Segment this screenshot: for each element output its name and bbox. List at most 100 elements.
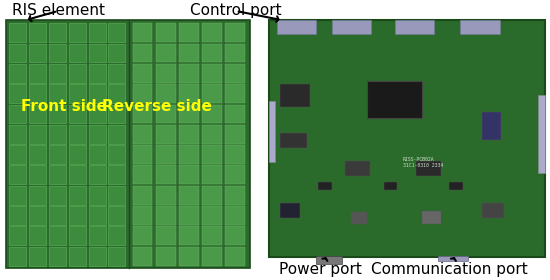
FancyBboxPatch shape	[351, 213, 367, 224]
FancyBboxPatch shape	[226, 104, 245, 123]
FancyBboxPatch shape	[438, 256, 469, 261]
FancyBboxPatch shape	[202, 44, 222, 62]
FancyBboxPatch shape	[49, 165, 66, 185]
FancyBboxPatch shape	[202, 247, 222, 266]
FancyBboxPatch shape	[156, 206, 175, 225]
FancyBboxPatch shape	[156, 23, 175, 42]
FancyBboxPatch shape	[49, 186, 66, 205]
FancyBboxPatch shape	[89, 125, 106, 144]
FancyBboxPatch shape	[108, 206, 125, 225]
FancyBboxPatch shape	[156, 84, 175, 103]
FancyBboxPatch shape	[89, 84, 106, 103]
FancyBboxPatch shape	[133, 23, 152, 42]
FancyBboxPatch shape	[9, 104, 26, 123]
FancyBboxPatch shape	[69, 186, 86, 205]
FancyBboxPatch shape	[6, 20, 250, 268]
FancyBboxPatch shape	[277, 20, 316, 34]
FancyBboxPatch shape	[367, 81, 422, 118]
FancyBboxPatch shape	[345, 161, 370, 176]
FancyBboxPatch shape	[49, 64, 66, 83]
FancyBboxPatch shape	[49, 125, 66, 144]
FancyBboxPatch shape	[133, 145, 152, 164]
FancyBboxPatch shape	[29, 186, 46, 205]
FancyBboxPatch shape	[9, 227, 26, 245]
Text: Communication port: Communication port	[371, 258, 527, 277]
FancyBboxPatch shape	[133, 247, 152, 266]
FancyBboxPatch shape	[69, 227, 86, 245]
FancyBboxPatch shape	[49, 84, 66, 103]
FancyBboxPatch shape	[29, 165, 46, 185]
FancyBboxPatch shape	[9, 186, 26, 205]
FancyBboxPatch shape	[179, 64, 199, 83]
FancyBboxPatch shape	[179, 104, 199, 123]
FancyBboxPatch shape	[108, 186, 125, 205]
FancyBboxPatch shape	[89, 145, 106, 164]
FancyBboxPatch shape	[156, 186, 175, 205]
FancyBboxPatch shape	[69, 84, 86, 103]
FancyBboxPatch shape	[202, 104, 222, 123]
FancyBboxPatch shape	[460, 20, 499, 34]
FancyBboxPatch shape	[538, 95, 545, 173]
FancyBboxPatch shape	[156, 125, 175, 144]
FancyBboxPatch shape	[179, 165, 199, 185]
FancyBboxPatch shape	[226, 84, 245, 103]
FancyBboxPatch shape	[226, 227, 245, 245]
FancyBboxPatch shape	[29, 104, 46, 123]
FancyBboxPatch shape	[49, 247, 66, 266]
FancyBboxPatch shape	[133, 206, 152, 225]
FancyBboxPatch shape	[108, 64, 125, 83]
FancyBboxPatch shape	[226, 125, 245, 144]
FancyBboxPatch shape	[29, 125, 46, 144]
FancyBboxPatch shape	[179, 186, 199, 205]
FancyBboxPatch shape	[69, 165, 86, 185]
FancyBboxPatch shape	[226, 186, 245, 205]
FancyBboxPatch shape	[279, 203, 300, 218]
FancyBboxPatch shape	[449, 182, 463, 190]
FancyBboxPatch shape	[226, 23, 245, 42]
FancyBboxPatch shape	[89, 227, 106, 245]
FancyBboxPatch shape	[156, 44, 175, 62]
FancyBboxPatch shape	[316, 256, 342, 264]
FancyBboxPatch shape	[89, 165, 106, 185]
FancyBboxPatch shape	[49, 104, 66, 123]
FancyBboxPatch shape	[279, 84, 310, 107]
FancyBboxPatch shape	[133, 44, 152, 62]
FancyBboxPatch shape	[179, 84, 199, 103]
FancyBboxPatch shape	[226, 165, 245, 185]
FancyBboxPatch shape	[29, 44, 46, 62]
FancyBboxPatch shape	[69, 125, 86, 144]
FancyBboxPatch shape	[156, 165, 175, 185]
FancyBboxPatch shape	[69, 104, 86, 123]
FancyBboxPatch shape	[179, 125, 199, 144]
FancyBboxPatch shape	[89, 206, 106, 225]
FancyBboxPatch shape	[133, 227, 152, 245]
Text: Control port: Control port	[190, 3, 282, 22]
Text: Reverse side: Reverse side	[102, 99, 212, 114]
FancyBboxPatch shape	[202, 23, 222, 42]
FancyBboxPatch shape	[416, 161, 441, 176]
FancyBboxPatch shape	[108, 145, 125, 164]
FancyBboxPatch shape	[226, 44, 245, 62]
FancyBboxPatch shape	[9, 206, 26, 225]
FancyBboxPatch shape	[156, 104, 175, 123]
FancyBboxPatch shape	[133, 64, 152, 83]
FancyBboxPatch shape	[49, 227, 66, 245]
Text: RISS-PCB02A
31C1-0310 2334: RISS-PCB02A 31C1-0310 2334	[403, 157, 443, 167]
Text: Front side: Front side	[20, 99, 107, 114]
FancyBboxPatch shape	[482, 203, 504, 218]
FancyBboxPatch shape	[108, 247, 125, 266]
FancyBboxPatch shape	[89, 247, 106, 266]
FancyBboxPatch shape	[133, 84, 152, 103]
FancyBboxPatch shape	[108, 84, 125, 103]
FancyBboxPatch shape	[133, 186, 152, 205]
FancyBboxPatch shape	[156, 145, 175, 164]
FancyBboxPatch shape	[179, 145, 199, 164]
Text: Power port: Power port	[279, 258, 362, 277]
FancyBboxPatch shape	[69, 247, 86, 266]
FancyBboxPatch shape	[89, 23, 106, 42]
FancyBboxPatch shape	[269, 101, 275, 162]
FancyBboxPatch shape	[69, 64, 86, 83]
FancyBboxPatch shape	[179, 44, 199, 62]
FancyBboxPatch shape	[108, 44, 125, 62]
FancyBboxPatch shape	[156, 247, 175, 266]
